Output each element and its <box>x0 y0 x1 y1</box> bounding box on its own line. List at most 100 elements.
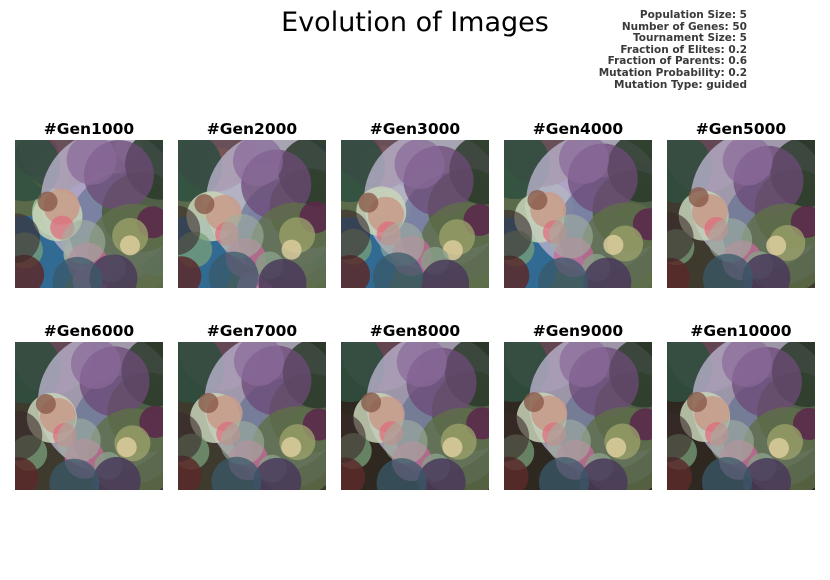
gene-circle <box>383 419 428 464</box>
gene-circle <box>442 437 463 458</box>
gene-circle <box>37 191 58 212</box>
gene-circle <box>281 239 302 260</box>
gene-circle <box>667 212 694 263</box>
gene-circle <box>606 437 627 458</box>
gene-circle <box>742 253 791 288</box>
panel-label: #Gen5000 <box>695 120 787 138</box>
gene-circle <box>61 220 106 265</box>
gene-circle <box>15 457 39 490</box>
gene-circle <box>341 457 366 490</box>
param-mutation-probability: Mutation Probability: 0.2 <box>598 66 747 79</box>
evolved-image <box>15 140 163 288</box>
gene-circle <box>341 254 371 288</box>
panel-gen10000: #Gen10000 <box>667 320 815 490</box>
gene-circle <box>56 418 101 463</box>
param-mutation-type: Mutation Type: guided <box>614 78 747 91</box>
gene-circle <box>178 412 202 463</box>
gene-circle <box>559 342 610 388</box>
panel-gen2000: #Gen2000 <box>178 118 326 288</box>
param-fraction-of-elites: Fraction of Elites: 0.2 <box>620 43 747 56</box>
evolved-image <box>667 140 815 288</box>
gene-circle <box>549 214 594 259</box>
gene-circle <box>538 257 589 288</box>
parameters-legend: Population Size: 5 Number of Genes: 50 T… <box>598 9 747 91</box>
gene-circle <box>702 457 752 490</box>
param-tournament-size: Tournament Size: 5 <box>633 32 747 45</box>
gene-circle <box>710 420 754 464</box>
gene-circle <box>92 457 141 490</box>
panel-gen3000: #Gen3000 <box>341 118 489 288</box>
gene-circle <box>504 456 529 490</box>
gene-circle <box>546 419 591 464</box>
panel-label: #Gen6000 <box>43 322 135 340</box>
gene-circle <box>527 190 548 211</box>
evolved-image <box>341 140 489 288</box>
gene-circle <box>743 458 791 490</box>
gene-circle <box>504 209 532 260</box>
panel-gen8000: #Gen8000 <box>341 320 489 490</box>
gene-circle <box>394 140 445 189</box>
gene-circle <box>35 393 56 414</box>
panel-gen1000: #Gen1000 <box>15 118 163 288</box>
evolved-image <box>341 342 489 490</box>
gene-circle <box>687 392 707 412</box>
gene-circle <box>538 457 589 490</box>
gene-circle <box>15 213 40 264</box>
gene-circle <box>220 421 265 466</box>
param-population-size: Population Size: 5 <box>639 9 747 21</box>
gene-circle <box>178 205 201 256</box>
gene-circle <box>373 252 424 288</box>
gene-circle <box>341 412 366 463</box>
gene-circle <box>766 235 787 256</box>
gene-circle <box>258 259 307 288</box>
gene-circle <box>583 257 632 288</box>
evolved-image <box>504 140 652 288</box>
panel-label: #Gen9000 <box>532 322 624 340</box>
gene-circle <box>66 140 117 185</box>
gene-circle <box>211 456 262 490</box>
gene-circle <box>198 393 219 414</box>
panel-label: #Gen10000 <box>690 322 792 340</box>
gene-circle <box>341 209 370 260</box>
gene-circle <box>523 392 544 413</box>
gene-circle <box>688 187 709 208</box>
gene-circle <box>208 251 259 288</box>
gene-circle <box>233 342 284 386</box>
gene-circle <box>504 255 530 288</box>
gene-circle <box>49 458 100 490</box>
evolved-image <box>178 140 326 288</box>
gene-circle <box>603 234 624 255</box>
gene-circle <box>15 254 45 288</box>
gene-circle <box>396 342 447 387</box>
gene-circle <box>559 140 610 184</box>
panel-gen5000: #Gen5000 <box>667 118 815 288</box>
gene-circle <box>417 458 466 490</box>
panel-label: #Gen7000 <box>206 322 298 340</box>
gene-circle <box>667 457 692 490</box>
gene-circle <box>361 392 382 413</box>
gene-circle <box>116 437 137 458</box>
evolved-image <box>504 342 652 490</box>
gene-circle <box>70 342 121 389</box>
gene-circle <box>194 194 215 215</box>
gene-circle <box>119 235 140 256</box>
gene-circle <box>504 411 530 462</box>
evolved-image <box>178 342 326 490</box>
gene-circle <box>722 342 772 387</box>
gene-circle <box>667 257 690 288</box>
gene-circle <box>253 457 302 490</box>
gene-circle <box>233 140 284 186</box>
gene-circle <box>219 213 264 258</box>
figure-title: Evolution of Images <box>281 7 549 38</box>
gene-circle <box>667 412 692 462</box>
evolved-image <box>667 342 815 490</box>
panel-gen6000: #Gen6000 <box>15 320 163 490</box>
param-number-of-genes: Number of Genes: 50 <box>621 20 747 33</box>
panel-gen9000: #Gen9000 <box>504 320 652 490</box>
gene-circle <box>769 438 789 458</box>
panel-label: #Gen3000 <box>369 120 461 138</box>
panel-label: #Gen8000 <box>369 322 461 340</box>
gene-circle <box>421 259 470 288</box>
gene-circle <box>178 455 202 490</box>
gene-circle <box>139 405 163 438</box>
